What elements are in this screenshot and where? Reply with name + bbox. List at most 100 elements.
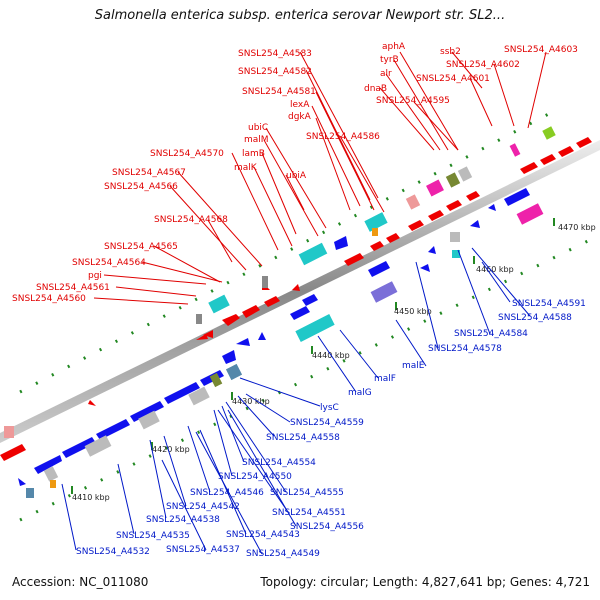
gene-label: SNSL254_A4586 [306, 132, 380, 142]
feature-box [405, 194, 421, 210]
blue-leader-lines [61, 247, 531, 555]
gene-label: SNSL254_A4578 [428, 344, 502, 354]
gene-arrow [130, 401, 164, 422]
gene-arrow [0, 444, 26, 461]
gene-label: malF [374, 374, 396, 384]
tick-label: 4460 kbp [476, 265, 514, 274]
gene-label: SNSL254_A4535 [116, 531, 190, 541]
gene-label: SNSL254_A4559 [290, 418, 364, 428]
gene-label: SNSL254_A4603 [504, 45, 578, 55]
gene-arrow [222, 314, 240, 326]
feature-box [84, 435, 112, 457]
gene-label: SNSL254_A4561 [36, 283, 110, 293]
feature-box [450, 232, 460, 242]
gene-label: lexA [290, 100, 310, 110]
gene-label: SNSL254_A4591 [512, 299, 586, 309]
gene-arrow [164, 382, 200, 404]
gene-arrow [408, 220, 424, 231]
gene-label: alr [380, 69, 392, 79]
gene-arrow [420, 264, 430, 272]
feature-box [4, 426, 14, 438]
feature-box [452, 250, 460, 258]
gene-arrow [18, 478, 26, 486]
gene-label: SNSL254_A4551 [272, 508, 346, 518]
gene-label: SNSL254_A4602 [446, 60, 520, 70]
red-gene-labels: SNSL254_A4583 SNSL254_A4582 SNSL254_A458… [12, 42, 578, 304]
gene-arrow [292, 284, 300, 291]
gene-arrow [258, 332, 266, 340]
gene-arrow [96, 419, 130, 440]
tick-label: 4420 kbp [152, 445, 190, 454]
feature-box [26, 488, 34, 498]
gene-arrow [576, 137, 592, 148]
feature-box [196, 314, 202, 324]
feature-box [188, 386, 210, 406]
map-title: Salmonella enterica subsp. enterica sero… [94, 8, 506, 23]
gene-label: SNSL254_A4564 [72, 258, 146, 268]
tick-label: 4470 kbp [558, 223, 596, 232]
feature-box [138, 410, 160, 430]
feature-box [426, 179, 444, 197]
gene-label: malK [234, 163, 258, 173]
gene-label: aphA [382, 42, 406, 52]
gene-label: SNSL254_A4584 [454, 329, 528, 339]
gene-label: lysC [320, 403, 339, 413]
feature-box [295, 314, 335, 342]
feature-box [43, 466, 59, 482]
gene-label: SNSL254_A4550 [218, 472, 292, 482]
gene-label: SNSL254_A4583 [238, 49, 312, 59]
gene-arrow [386, 233, 400, 243]
gene-label: SNSL254_A4595 [376, 96, 450, 106]
gene-label: SNSL254_A4560 [12, 294, 86, 304]
gene-label: malG [348, 388, 372, 398]
gene-label: dgkA [288, 112, 312, 122]
dotted-guide-inner [19, 233, 600, 522]
feature-box [542, 126, 556, 140]
gene-arrow [470, 220, 480, 228]
feature-box [298, 242, 328, 266]
gene-arrow [504, 188, 530, 206]
feature-box [509, 143, 521, 157]
tick-label: 4430 kbp [232, 397, 270, 406]
gene-arrow [428, 210, 444, 221]
gene-arrow [520, 162, 538, 174]
feature-box [50, 480, 56, 488]
gene-arrow [344, 253, 364, 266]
gene-label: SNSL254_A4555 [270, 488, 344, 498]
gene-label: pgi [88, 271, 102, 281]
gene-label: SNSL254_A4570 [150, 149, 224, 159]
feature-box [370, 281, 398, 303]
tick-marks [71, 218, 555, 494]
gene-arrow [368, 261, 390, 277]
gene-label: SNSL254_A4554 [242, 458, 316, 468]
gene-label: SNSL254_A4582 [238, 67, 312, 77]
gene-arrow [203, 330, 213, 338]
red-leader-lines [93, 51, 547, 305]
gene-arrow [242, 305, 260, 318]
gene-arrow [370, 241, 384, 251]
gene-label: SNSL254_A4588 [498, 313, 572, 323]
tick-label: 4450 kbp [394, 307, 432, 316]
gene-arrow [62, 437, 96, 458]
gene-arrow [222, 350, 236, 364]
gene-label: SNSL254_A4537 [166, 545, 240, 555]
feature-box [372, 228, 378, 236]
gene-arrow [428, 246, 436, 254]
gene-label: ssb2 [440, 47, 461, 57]
gene-label: SNSL254_A4581 [242, 87, 316, 97]
gene-arrow [290, 306, 310, 320]
feature-box [262, 276, 268, 288]
feature-box [364, 212, 388, 232]
gene-arrow [236, 338, 250, 346]
gene-arrow [540, 154, 556, 165]
gene-label: SNSL254_A4558 [266, 433, 340, 443]
genome-backbone [0, 140, 600, 443]
feature-boxes [4, 126, 556, 498]
blue-gene-labels: SNSL254_A4591 SNSL254_A4588 SNSL254_A458… [76, 299, 586, 559]
gene-label: SNSL254_A4565 [104, 242, 178, 252]
gene-label: SNSL254_A4556 [290, 522, 364, 532]
gene-label: SNSL254_A4568 [154, 215, 228, 225]
feature-box [457, 166, 473, 182]
